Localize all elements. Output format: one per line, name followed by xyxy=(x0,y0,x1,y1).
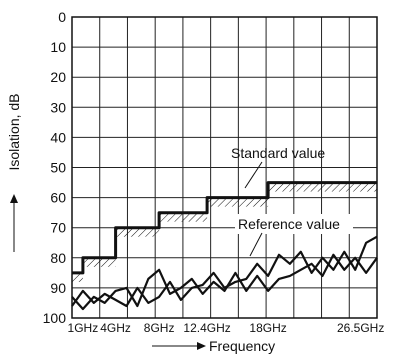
reference-value-line-1 xyxy=(71,235,378,308)
plot-frame xyxy=(71,16,378,319)
y-axis-label-group: Isolation, dB xyxy=(6,93,22,252)
y-tick-label: 80 xyxy=(50,250,66,266)
standard-hatch-region xyxy=(72,182,377,282)
reference-value-leader xyxy=(249,232,263,257)
hatch-segment xyxy=(159,212,208,222)
standard-value-annotation: Standard value xyxy=(231,145,325,161)
y-axis-ticks: 0 10 20 30 40 50 60 70 80 90 100 xyxy=(43,9,67,326)
annotations: Standard value Reference value xyxy=(231,145,353,257)
standard-value-leader xyxy=(244,161,263,189)
hatch-segment xyxy=(268,182,377,192)
x-axis-label-group: Frequency xyxy=(152,338,275,354)
y-tick-label: 40 xyxy=(50,129,66,145)
standard-value-line xyxy=(72,181,377,275)
y-axis-label: Isolation, dB xyxy=(6,93,22,170)
y-tick-label: 70 xyxy=(50,220,66,236)
y-tick-label: 100 xyxy=(43,310,67,326)
y-tick-label: 30 xyxy=(50,99,66,115)
y-axis-arrow-head xyxy=(10,194,18,203)
y-tick-label: 50 xyxy=(50,160,66,176)
x-tick-label: 18GHz xyxy=(249,321,286,335)
hatch-segment xyxy=(82,257,116,267)
x-tick-label: 12.4GHz xyxy=(183,321,230,335)
series-lines xyxy=(71,181,378,311)
y-tick-label: 0 xyxy=(58,9,66,25)
x-axis-label: Frequency xyxy=(209,338,275,354)
x-tick-label: 26.5GHz xyxy=(337,321,384,335)
reference-label-bg xyxy=(235,214,353,234)
reference-value-annotation: Reference value xyxy=(238,216,340,232)
reference-value-line-2 xyxy=(71,253,378,311)
x-tick-label: 8GHz xyxy=(144,321,175,335)
hatch-segment xyxy=(207,197,269,207)
grid-lines xyxy=(72,17,377,318)
y-tick-label: 10 xyxy=(50,39,66,55)
y-tick-label: 60 xyxy=(50,190,66,206)
x-axis-ticks: 1GHz 4GHz 8GHz 12.4GHz 18GHz 26.5GHz xyxy=(68,321,385,335)
hatch-segment xyxy=(72,272,83,282)
x-axis-arrow-head xyxy=(197,342,206,350)
x-tick-label: 4GHz xyxy=(100,321,131,335)
y-tick-label: 90 xyxy=(50,280,66,296)
hatch-segment xyxy=(115,227,160,237)
y-tick-label: 20 xyxy=(50,69,66,85)
x-tick-label: 1GHz xyxy=(68,321,99,335)
